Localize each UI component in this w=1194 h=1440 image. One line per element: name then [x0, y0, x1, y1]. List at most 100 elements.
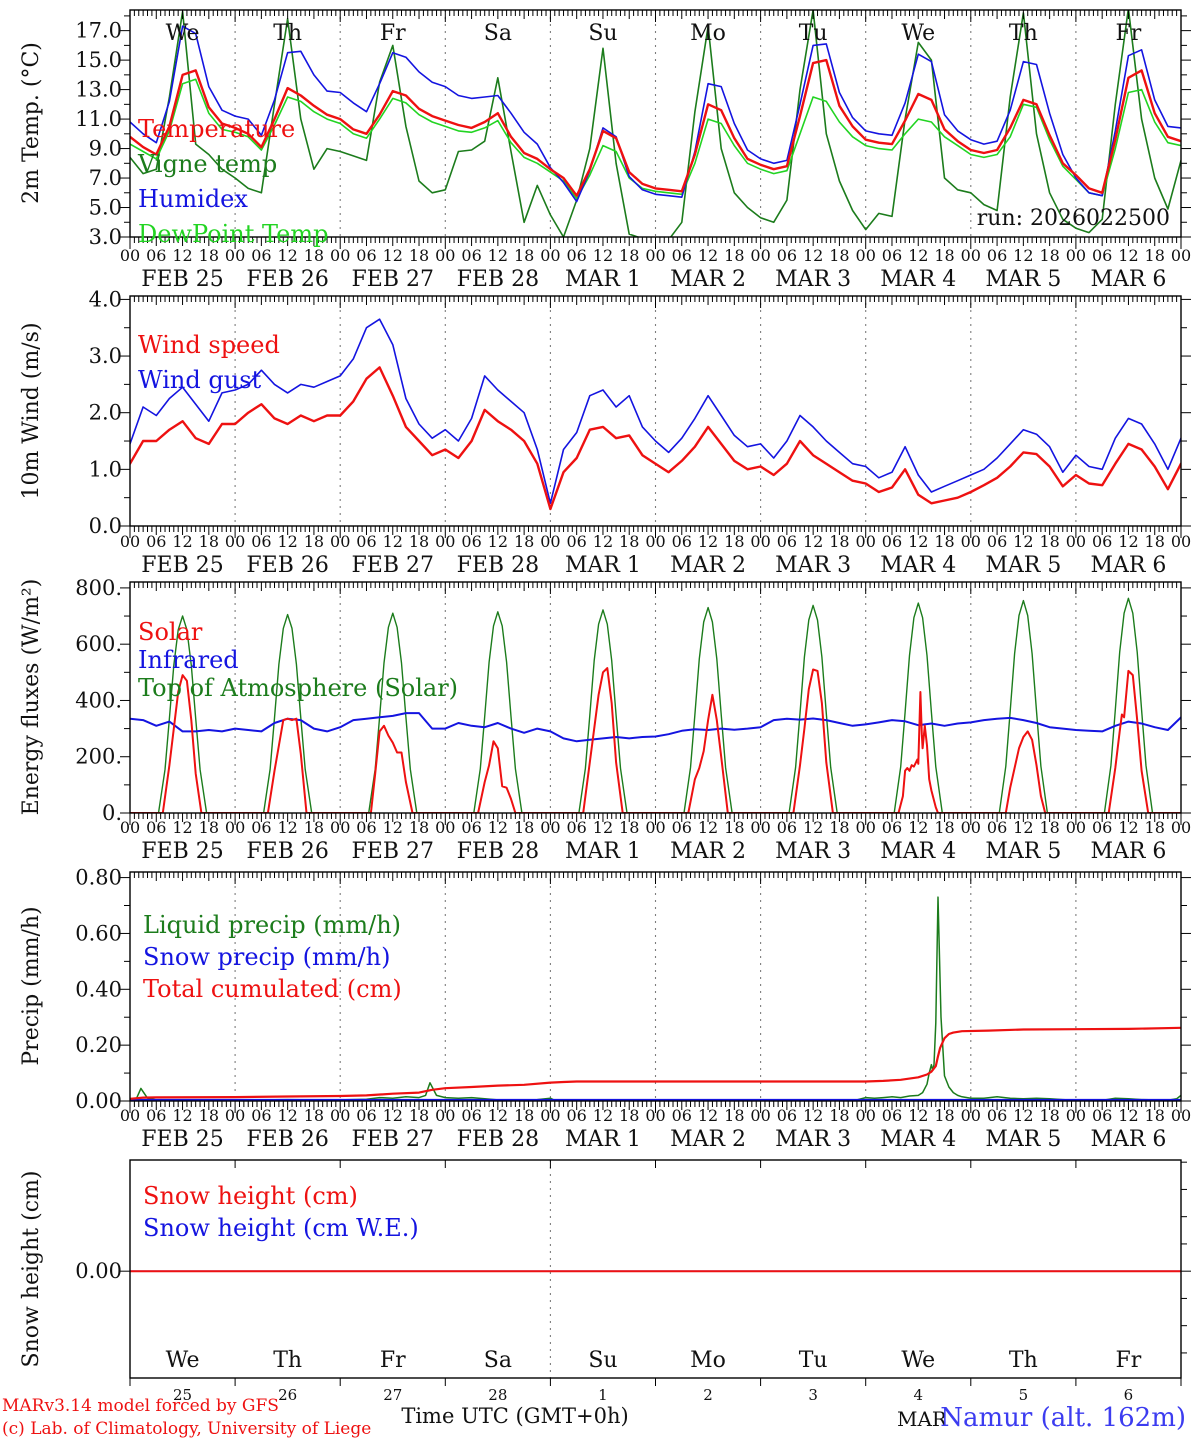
- hour-label: 18: [409, 1106, 429, 1125]
- date-label: MAR 4: [880, 267, 956, 292]
- hour-label: 00: [435, 246, 455, 265]
- date-label: MAR 1: [565, 1127, 641, 1152]
- hour-label: 18: [1145, 246, 1165, 265]
- hour-label: 12: [172, 818, 192, 837]
- panel-frame: [129, 295, 1182, 527]
- y-tick-label: 400.: [75, 688, 122, 712]
- hour-label: 00: [961, 818, 981, 837]
- hour-label: 00: [645, 1106, 665, 1125]
- y-axis-title-wind: 10m Wind (m/s): [19, 322, 44, 500]
- hour-label: 18: [724, 1106, 744, 1125]
- date-label: MAR 3: [775, 553, 851, 578]
- day-of-week-label: We: [166, 21, 200, 46]
- date-label: FEB 28: [457, 1127, 539, 1152]
- hour-label: 12: [277, 246, 297, 265]
- hour-label: 06: [146, 818, 166, 837]
- y-tick-label: 9.0: [89, 137, 122, 161]
- hour-label: 00: [856, 532, 876, 551]
- day-of-week-label: Fr: [380, 21, 406, 46]
- hour-label: 18: [304, 818, 324, 837]
- hour-label: 12: [1118, 532, 1138, 551]
- hour-label: 12: [172, 246, 192, 265]
- hour-label: 06: [356, 1106, 376, 1125]
- hour-label: 12: [593, 1106, 613, 1125]
- hour-label: 12: [488, 532, 508, 551]
- legend-item-vigne-temp: Vigne temp: [138, 150, 278, 178]
- legend-wind-panel: Wind speed Wind gust: [138, 328, 280, 398]
- hour-label: 06: [566, 818, 586, 837]
- hour-label: 00: [645, 532, 665, 551]
- hour-label: 06: [882, 1106, 902, 1125]
- hour-label: 18: [199, 532, 219, 551]
- date-label: FEB 25: [141, 839, 223, 864]
- y-tick-label: 11.0: [75, 107, 122, 131]
- legend-item-top-of-atmosphere: Top of Atmosphere (Solar): [138, 674, 459, 702]
- hour-label: 12: [593, 818, 613, 837]
- date-label: FEB 26: [246, 267, 328, 292]
- y-tick-label: 3.0: [89, 344, 122, 368]
- y-tick-label: 13.0: [75, 78, 122, 102]
- hour-label: 18: [619, 532, 639, 551]
- hour-label: 06: [251, 1106, 271, 1125]
- hour-label: 06: [251, 532, 271, 551]
- day-number-label: 25: [173, 1386, 192, 1404]
- series-top-of-atmosphere-solar: [130, 597, 1181, 813]
- date-label: MAR 6: [1090, 267, 1166, 292]
- hour-label: 00: [645, 246, 665, 265]
- hour-label: 06: [461, 818, 481, 837]
- hour-label: 06: [566, 1106, 586, 1125]
- ticks: [120, 1160, 1191, 1386]
- y-tick-label: 0.80: [75, 866, 122, 890]
- hour-label: 06: [987, 246, 1007, 265]
- hour-label: 06: [777, 818, 797, 837]
- hour-label: 00: [120, 246, 140, 265]
- date-label: MAR 5: [985, 1127, 1061, 1152]
- date-label: MAR 5: [985, 267, 1061, 292]
- hour-label: 18: [304, 246, 324, 265]
- hour-label: 12: [593, 246, 613, 265]
- day-number-label: 4: [913, 1386, 923, 1404]
- series-total-cumulated: [130, 1026, 1181, 1100]
- hour-label: 12: [1013, 818, 1033, 837]
- ticks: [120, 10, 1191, 249]
- hour-label: 18: [724, 818, 744, 837]
- hour-label: 18: [1039, 246, 1059, 265]
- hour-label: 00: [856, 818, 876, 837]
- y-tick-label: 0.00: [75, 1259, 122, 1283]
- hour-label: 00: [225, 818, 245, 837]
- date-label: FEB 26: [246, 1127, 328, 1152]
- date-label: MAR 3: [775, 1127, 851, 1152]
- legend-item-total-cumulated: Total cumulated (cm): [143, 975, 402, 1003]
- hour-label: 12: [277, 1106, 297, 1125]
- day-of-week-label: Sa: [484, 1348, 512, 1373]
- hour-label: 12: [908, 818, 928, 837]
- hour-label: 00: [540, 246, 560, 265]
- date-label: FEB 25: [141, 1127, 223, 1152]
- hour-label: 12: [908, 246, 928, 265]
- date-label: MAR 2: [670, 839, 746, 864]
- date-label: FEB 27: [352, 839, 434, 864]
- hour-label: 06: [356, 246, 376, 265]
- legend-item-infrared: Infrared: [138, 646, 239, 674]
- date-label: FEB 27: [352, 553, 434, 578]
- date-label: MAR 3: [775, 267, 851, 292]
- hour-label: 00: [330, 1106, 350, 1125]
- date-label: MAR 4: [880, 839, 956, 864]
- hour-label: 12: [803, 246, 823, 265]
- hour-label: 18: [1145, 1106, 1165, 1125]
- date-label: MAR 1: [565, 267, 641, 292]
- series-wind-speed: [130, 366, 1181, 511]
- hour-label: 00: [435, 532, 455, 551]
- date-label: MAR 2: [670, 267, 746, 292]
- station-label: Namur (alt. 162m): [940, 1403, 1186, 1433]
- date-label: FEB 28: [457, 553, 539, 578]
- hour-label: 00: [225, 532, 245, 551]
- hour-label: 00: [750, 1106, 770, 1125]
- hour-label: 06: [672, 246, 692, 265]
- hour-label: 18: [829, 532, 849, 551]
- hour-label: 12: [908, 532, 928, 551]
- hour-label: 12: [1013, 246, 1033, 265]
- date-label: MAR 6: [1090, 839, 1166, 864]
- date-label: MAR 6: [1090, 553, 1166, 578]
